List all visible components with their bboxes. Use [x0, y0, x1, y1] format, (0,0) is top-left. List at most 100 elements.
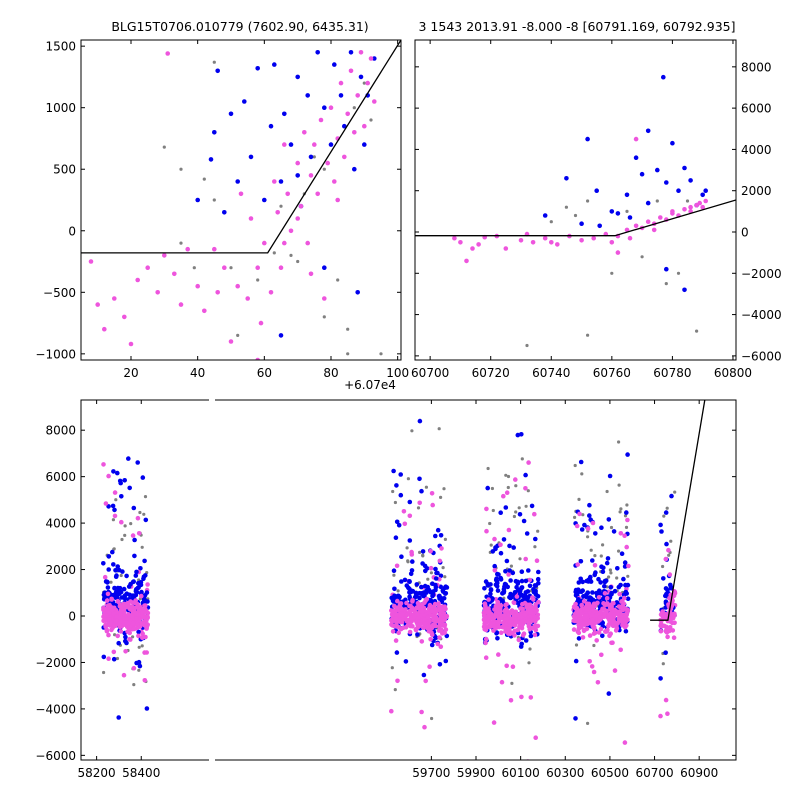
point-blue [515, 581, 521, 586]
point-pink [130, 620, 136, 626]
y-tick-label: −500 [43, 286, 76, 300]
point-pink [390, 629, 396, 634]
point-pink [106, 473, 111, 479]
point-blue [433, 533, 438, 539]
point-gray [379, 352, 383, 356]
point-blue [523, 638, 529, 643]
point-pink [658, 713, 663, 719]
point-blue [645, 200, 651, 206]
point-pink [577, 511, 582, 517]
point-blue [255, 66, 260, 71]
point-blue [599, 525, 604, 530]
point-blue [624, 192, 630, 198]
point-blue [332, 62, 337, 67]
point-pink [116, 599, 121, 604]
point-pink [503, 602, 508, 608]
point-pink [518, 606, 523, 611]
point-blue [133, 573, 139, 578]
point-pink [107, 621, 112, 626]
point-pink [625, 517, 630, 523]
point-pink [145, 582, 150, 587]
point-blue [105, 585, 111, 590]
point-gray [406, 560, 410, 564]
point-blue [295, 74, 301, 80]
point-gray [123, 524, 127, 528]
point-pink [575, 610, 580, 615]
point-pink [312, 142, 317, 147]
point-blue [590, 590, 595, 595]
point-pink [442, 604, 448, 609]
point-pink [144, 618, 149, 623]
point-blue [115, 564, 120, 569]
point-pink [422, 617, 427, 622]
point-pink [400, 612, 405, 618]
point-pink [308, 173, 314, 178]
point-blue [391, 468, 396, 474]
point-blue [615, 211, 621, 216]
point-pink [502, 613, 507, 618]
point-blue [494, 584, 500, 589]
point-pink [506, 527, 512, 533]
point-pink [202, 308, 207, 314]
point-blue [606, 517, 612, 522]
point-pink [580, 635, 586, 640]
point-pink [486, 597, 491, 602]
point-gray [619, 507, 623, 511]
point-gray [608, 568, 613, 572]
point-gray [142, 512, 146, 516]
point-pink [275, 210, 281, 215]
point-gray [607, 575, 611, 579]
point-blue [498, 510, 504, 515]
point-pink [600, 607, 605, 612]
point-pink [612, 668, 618, 673]
y-tick-label: −6000 [35, 749, 76, 763]
point-blue [102, 594, 108, 600]
point-blue [433, 576, 439, 581]
point-blue [122, 478, 127, 483]
point-blue [508, 578, 513, 583]
data-points [452, 74, 708, 348]
point-pink [589, 612, 595, 618]
point-gray [114, 498, 118, 502]
point-pink [415, 622, 420, 627]
y-tick-label: 6000 [45, 470, 76, 484]
point-pink [427, 604, 433, 609]
point-blue [602, 584, 607, 589]
point-blue [608, 585, 614, 590]
point-blue [123, 634, 128, 640]
point-pink [178, 302, 184, 307]
point-blue [600, 633, 605, 639]
point-gray [115, 656, 120, 661]
point-blue [242, 99, 247, 104]
y-tick-label: 4000 [45, 517, 76, 531]
point-blue [602, 579, 608, 585]
point-gray [112, 547, 116, 551]
point-blue [519, 592, 525, 598]
y-tick-label: 8000 [741, 60, 772, 74]
point-pink [621, 601, 627, 607]
point-gray [137, 645, 141, 649]
point-blue [443, 591, 449, 596]
point-pink [113, 619, 119, 624]
point-blue [393, 535, 399, 540]
point-blue [101, 654, 107, 660]
point-pink [437, 558, 443, 564]
point-pink [105, 591, 111, 597]
point-pink [618, 531, 624, 536]
point-pink [395, 598, 400, 604]
point-pink [128, 341, 134, 347]
point-blue [396, 522, 402, 528]
point-gray [564, 205, 569, 209]
point-pink [510, 664, 516, 669]
point-pink [235, 283, 240, 289]
point-gray [592, 643, 596, 648]
point-pink [633, 136, 639, 142]
point-pink [700, 204, 705, 210]
point-blue [573, 716, 578, 721]
axis-break-top [209, 398, 215, 402]
point-blue [328, 142, 334, 147]
point-pink [627, 235, 633, 241]
point-blue [621, 576, 626, 582]
point-pink [145, 622, 150, 627]
